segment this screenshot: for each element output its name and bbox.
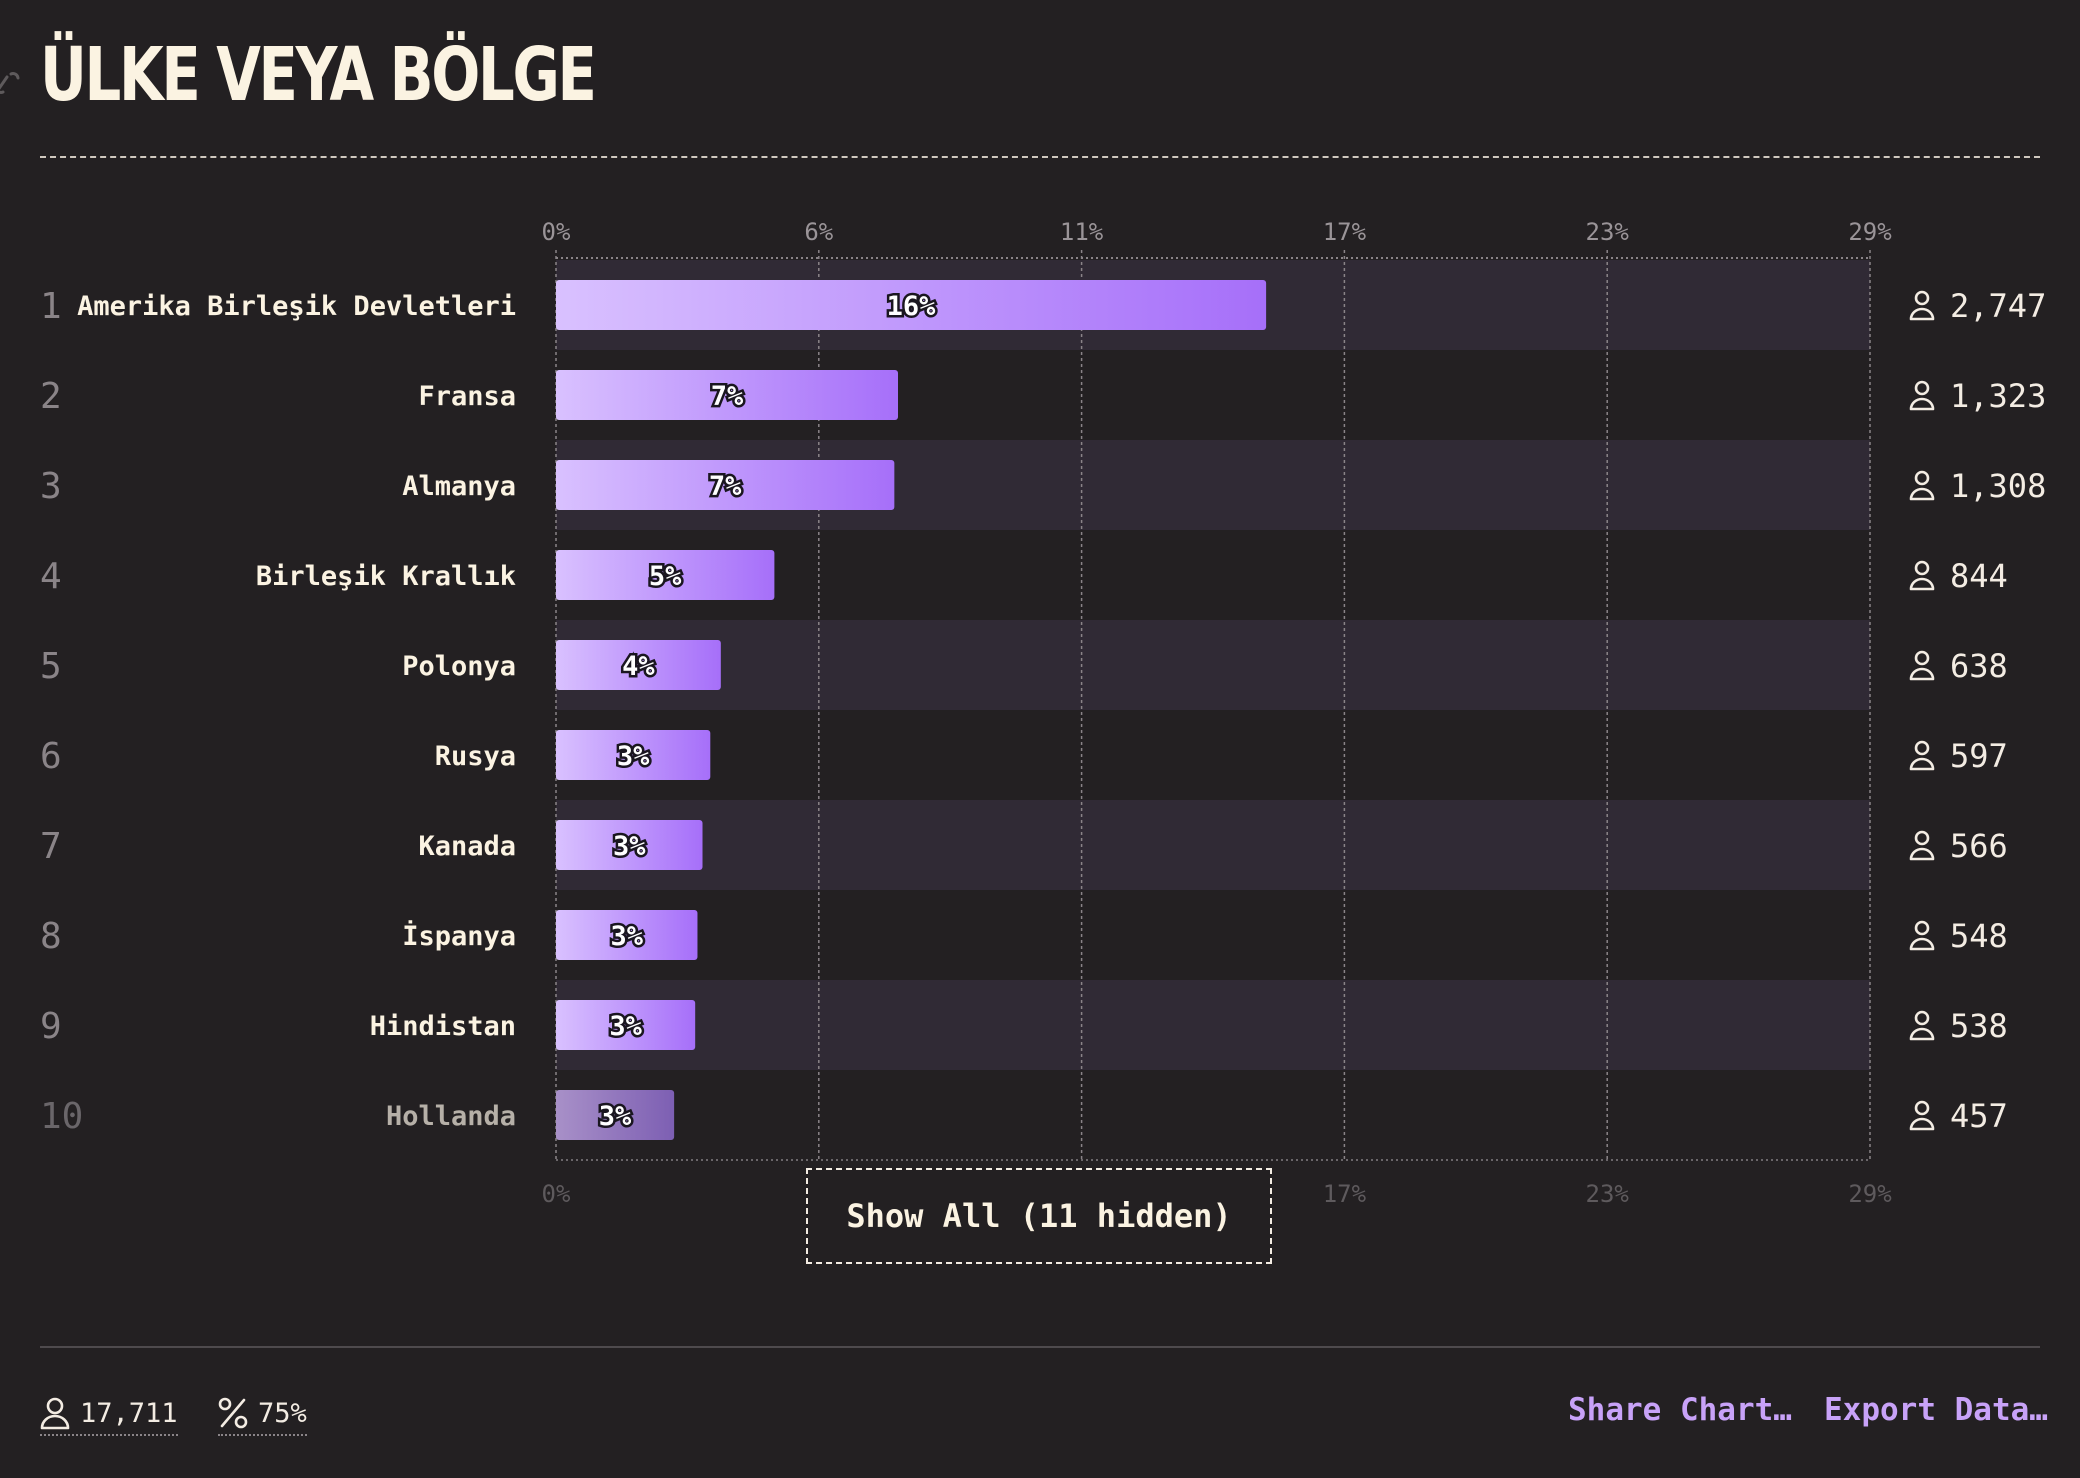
rank-label: 6: [40, 736, 62, 777]
bar: [556, 1090, 675, 1140]
bar-value-label: 3%: [613, 831, 646, 862]
bar-value-label: 3%: [617, 741, 650, 772]
page-title: ÜLKE VEYA BÖLGE: [40, 32, 597, 118]
count-label: 597: [1950, 737, 2008, 775]
bar: [556, 550, 775, 600]
bar: [556, 640, 721, 690]
tick-label-top: 11%: [1060, 218, 1104, 246]
category-label: Fransa: [418, 381, 516, 412]
user-icon: [1909, 650, 1935, 681]
count-label: 538: [1950, 1007, 2008, 1045]
bar-value-label: 3%: [609, 1011, 642, 1042]
percent-value: 75%: [258, 1397, 307, 1429]
category-label: Hollanda: [386, 1101, 516, 1132]
row-stripe: [556, 620, 1870, 710]
user-icon: [40, 1397, 70, 1430]
count-label: 1,308: [1950, 467, 2046, 505]
count-label: 1,323: [1950, 377, 2046, 415]
share-chart-link[interactable]: Share Chart…: [1568, 1392, 1792, 1428]
bar: [556, 370, 899, 420]
total-count-value: 17,711: [80, 1397, 178, 1429]
user-icon: [1909, 1100, 1935, 1131]
bar: [556, 730, 711, 780]
category-label: Kanada: [418, 831, 516, 862]
bar-value-label: 4%: [622, 651, 655, 682]
total-count[interactable]: 17,711: [40, 1392, 178, 1436]
category-label: Hindistan: [370, 1011, 516, 1042]
count-label: 2,747: [1950, 287, 2046, 325]
category-label: İspanya: [402, 920, 516, 952]
count-label: 638: [1950, 647, 2008, 685]
count-label: 457: [1950, 1097, 2008, 1135]
user-icon: [1909, 560, 1935, 591]
tick-label-top: 0%: [542, 218, 571, 246]
count-label: 566: [1950, 827, 2008, 865]
tick-label-top: 29%: [1848, 218, 1892, 246]
user-icon: [1909, 380, 1935, 411]
footer-divider: [40, 1346, 2040, 1348]
show-all-button[interactable]: Show All (11 hidden): [806, 1168, 1272, 1264]
user-icon: [1909, 1010, 1935, 1041]
bar-chart: 0%0%6%6%11%11%17%17%23%23%29%29%1Amerika…: [40, 218, 2046, 1208]
count-label: 548: [1950, 917, 2008, 955]
bar: [556, 460, 895, 510]
bar-value-label: 3%: [599, 1101, 632, 1132]
rank-label: 10: [40, 1096, 83, 1137]
tick-label-top: 6%: [804, 218, 833, 246]
row-stripe: [556, 980, 1870, 1070]
tick-label-bottom: 0%: [542, 1180, 571, 1208]
title-divider: [40, 156, 2040, 158]
bar: [556, 1000, 696, 1050]
bar-value-label: 3%: [610, 921, 643, 952]
bar-value-label: 16%: [887, 291, 937, 322]
rank-label: 7: [40, 826, 62, 867]
user-icon: [1909, 470, 1935, 501]
percent-icon: [218, 1397, 248, 1429]
user-icon: [1909, 740, 1935, 771]
user-icon: [1909, 920, 1935, 951]
user-icon: [1909, 830, 1935, 861]
category-label: Rusya: [435, 741, 516, 772]
rank-label: 3: [40, 466, 62, 507]
category-label: Polonya: [402, 651, 516, 682]
user-icon: [1909, 290, 1935, 321]
bar: [556, 280, 1267, 330]
bar: [556, 910, 698, 960]
tick-label-bottom: 29%: [1848, 1180, 1892, 1208]
rank-label: 9: [40, 1006, 62, 1047]
bar-value-label: 7%: [711, 381, 744, 412]
percent-stat[interactable]: 75%: [218, 1392, 307, 1436]
category-label: Almanya: [402, 471, 516, 502]
bar-value-label: 5%: [649, 561, 682, 592]
category-label: Birleşik Krallık: [256, 561, 516, 592]
rank-label: 2: [40, 376, 62, 417]
tick-label-top: 23%: [1586, 218, 1630, 246]
bar-value-label: 7%: [709, 471, 742, 502]
tick-label-bottom: 23%: [1586, 1180, 1630, 1208]
rank-label: 4: [40, 556, 62, 597]
tick-label-bottom: 17%: [1323, 1180, 1367, 1208]
tick-label-top: 17%: [1323, 218, 1367, 246]
row-stripe: [556, 800, 1870, 890]
rank-label: 1: [40, 286, 62, 327]
count-label: 844: [1950, 557, 2008, 595]
bar: [556, 820, 703, 870]
export-data-link[interactable]: Export Data…: [1824, 1392, 2048, 1428]
rank-label: 5: [40, 646, 62, 687]
rank-label: 8: [40, 916, 62, 957]
category-label: Amerika Birleşik Devletleri: [77, 291, 516, 322]
link-icon[interactable]: [0, 68, 20, 102]
